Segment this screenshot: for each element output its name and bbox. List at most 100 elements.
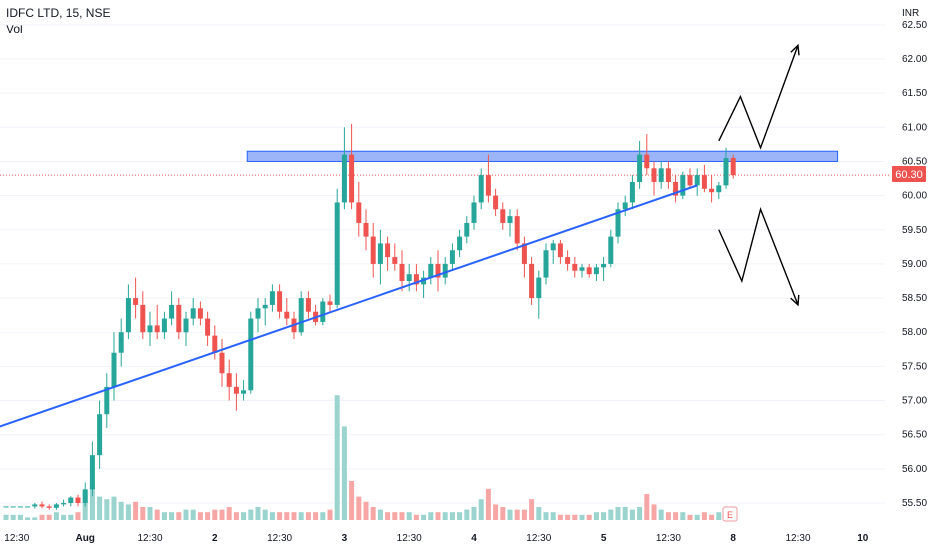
volume-bar <box>615 507 621 520</box>
volume-bar <box>363 501 369 520</box>
candle-body <box>147 325 153 333</box>
x-tick-label: 12:30 <box>267 533 292 544</box>
y-tick-label: 59.00 <box>902 259 927 270</box>
candle-body <box>39 504 45 507</box>
arrow-head <box>790 43 800 56</box>
y-tick-label: 62.50 <box>902 20 927 31</box>
volume-bar <box>176 512 182 520</box>
volume-bar <box>46 514 52 520</box>
candle-body <box>104 386 110 415</box>
candle-body <box>557 243 563 258</box>
volume-bar <box>68 514 74 520</box>
volume-bar <box>356 496 362 520</box>
x-tick-label: 4 <box>471 533 477 544</box>
y-tick-label: 59.50 <box>902 225 927 236</box>
candle-body <box>392 257 398 264</box>
candle-body <box>32 504 38 507</box>
last-price-badge-text: 60.30 <box>895 169 923 181</box>
candle-body <box>442 263 448 278</box>
volume-bar <box>413 514 419 520</box>
volume-bar <box>716 512 722 520</box>
volume-bar <box>514 509 520 520</box>
candle-body <box>543 250 549 278</box>
candle-body <box>536 277 542 299</box>
volume-bar <box>341 426 347 520</box>
volume-bar <box>320 512 326 520</box>
candle-body <box>68 497 74 503</box>
volume-bar <box>457 512 463 520</box>
candle-body <box>17 506 23 508</box>
resistance-rect <box>246 150 839 162</box>
candle-body <box>673 181 679 196</box>
volume-bar <box>622 507 628 520</box>
volume-bar <box>313 512 319 520</box>
volume-bar <box>183 509 189 520</box>
candle-body <box>377 243 383 264</box>
candle-body <box>608 236 614 264</box>
candle-body <box>305 298 311 312</box>
y-tick-label: 60.50 <box>902 156 927 167</box>
badges: 60.30 E <box>722 166 926 522</box>
y-tick-label: 56.50 <box>902 430 927 441</box>
volume-bar <box>370 507 376 520</box>
volume-bar <box>565 514 571 520</box>
candle-body <box>233 386 239 394</box>
volume-bar <box>291 512 297 520</box>
candle-body <box>262 304 268 309</box>
price-axis[interactable]: INR 62.50 62.00 61.50 61.00 60.50 60.00 59.50 5… <box>902 8 927 509</box>
candle-body <box>622 202 628 210</box>
volume-bar <box>104 499 110 520</box>
volume-bar <box>125 504 131 520</box>
candle-body <box>485 175 491 196</box>
volume-bar <box>399 512 405 520</box>
volume-bar <box>385 512 391 520</box>
candle-body <box>435 263 441 278</box>
candle-body <box>586 267 592 275</box>
candle-body <box>140 304 146 333</box>
candle-body <box>89 455 95 490</box>
volume-bar <box>133 501 139 520</box>
volume-bar <box>161 512 167 520</box>
x-tick-label: 12:30 <box>526 533 551 544</box>
symbol-title[interactable]: IDFC LTD, 15, NSE <box>6 6 111 20</box>
candle-body <box>658 168 664 182</box>
volume-bar <box>154 509 160 520</box>
volume-bar <box>493 504 499 520</box>
volume-bar <box>89 486 95 520</box>
volume-bar <box>140 507 146 520</box>
last-price-badge <box>892 166 926 182</box>
volume-bar <box>572 514 578 520</box>
volume-bar <box>629 509 635 520</box>
bullish-arrow-path <box>718 45 799 150</box>
volume-bar <box>550 512 556 520</box>
candle-body <box>629 181 635 203</box>
volume-bar <box>205 512 211 520</box>
drawings[interactable] <box>0 43 800 438</box>
candle-body <box>284 311 290 319</box>
candle-body <box>406 274 412 281</box>
candle-body <box>637 154 643 182</box>
candle-body <box>428 263 434 278</box>
y-tick-label: 58.50 <box>902 293 927 304</box>
x-tick-label: 12:30 <box>397 533 422 544</box>
candle-body <box>464 222 470 237</box>
volume-bar <box>608 509 614 520</box>
candle-body <box>255 308 261 319</box>
resistance-zone[interactable] <box>0 150 891 176</box>
candle-body <box>75 497 81 503</box>
volume-indicator-label[interactable]: Vol <box>6 22 23 36</box>
candle-body <box>399 263 405 281</box>
candle-body <box>3 506 9 508</box>
candle-body <box>413 274 419 285</box>
volume-bar <box>680 512 686 520</box>
candle-body <box>521 243 527 264</box>
earnings-badge[interactable] <box>722 506 738 522</box>
volume-bar <box>687 514 693 520</box>
candle-body <box>111 352 117 387</box>
candle-body <box>169 304 175 319</box>
candle-body <box>478 175 484 203</box>
volume-bar <box>284 512 290 520</box>
volume-bar <box>485 488 491 520</box>
time-axis[interactable]: 12:30 Aug 12:30 2 12:30 3 12:30 4 12:30 5 12:30 8 12… <box>4 533 869 544</box>
